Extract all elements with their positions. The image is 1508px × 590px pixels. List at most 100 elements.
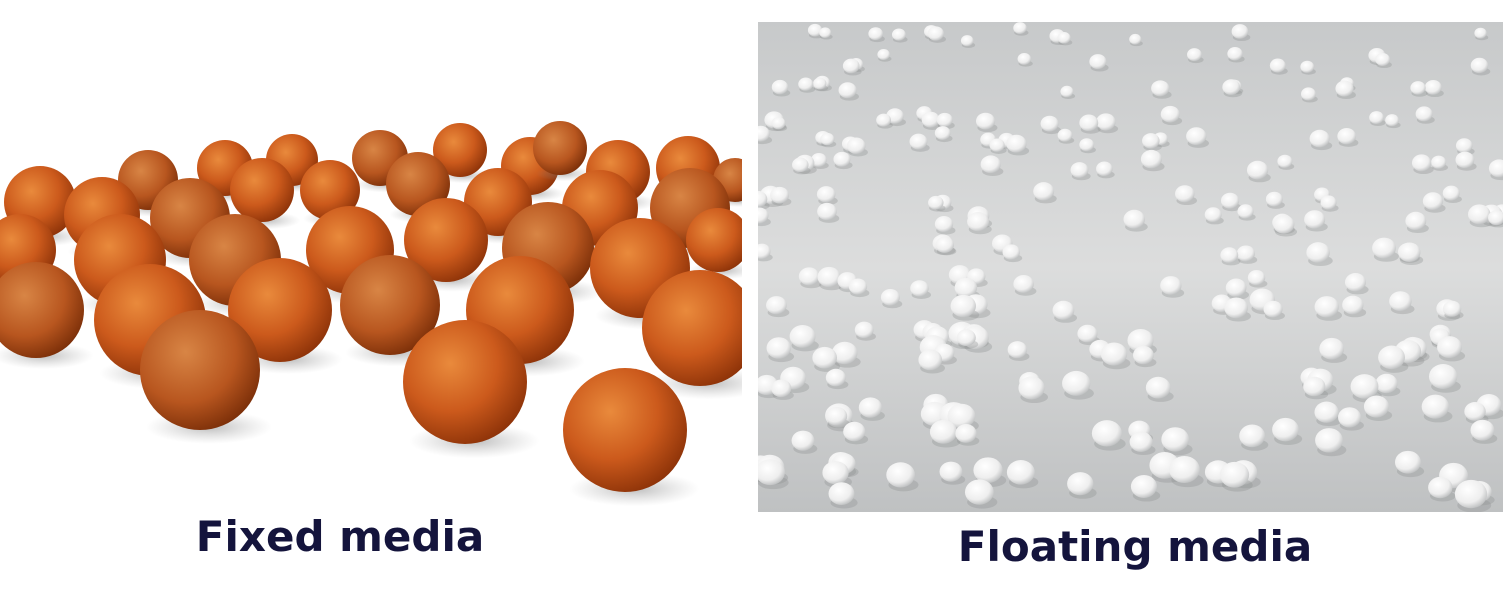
white-bead <box>1470 57 1489 74</box>
white-bead <box>771 79 789 95</box>
white-bead <box>1320 195 1337 210</box>
white-bead <box>1142 133 1160 149</box>
white-bead <box>817 202 837 221</box>
white-bead <box>848 278 868 295</box>
white-bead <box>1411 154 1432 172</box>
white-bead <box>1225 278 1247 297</box>
white-bead <box>1272 417 1299 442</box>
white-bead <box>1057 128 1073 142</box>
white-bead <box>1067 472 1094 496</box>
white-bead <box>1304 210 1326 229</box>
white-bead <box>1060 85 1074 98</box>
white-bead <box>1130 475 1157 498</box>
orange-ball <box>533 121 587 175</box>
white-bead <box>928 195 944 210</box>
white-bead <box>1246 160 1269 180</box>
white-bead <box>1175 185 1195 203</box>
white-bead <box>1052 300 1075 320</box>
white-bead <box>1236 245 1255 262</box>
white-bead <box>1488 210 1503 226</box>
floating-media-beads-illustration <box>758 22 1503 512</box>
white-bead <box>1424 79 1442 95</box>
white-bead <box>1231 24 1249 39</box>
white-bead <box>758 459 785 486</box>
white-bead <box>1096 113 1116 131</box>
white-bead <box>1040 115 1059 132</box>
white-bead <box>1464 401 1486 421</box>
white-bead <box>1002 244 1021 260</box>
white-bead <box>1018 376 1045 400</box>
white-bead <box>929 419 958 444</box>
white-bead <box>1100 342 1128 366</box>
white-bead <box>973 457 1003 484</box>
white-bead <box>955 424 977 443</box>
white-bead <box>1442 185 1460 201</box>
floating-media-caption: Floating media <box>957 522 1313 571</box>
white-bead <box>1013 22 1027 34</box>
white-bead <box>854 321 874 339</box>
white-bead <box>934 126 951 140</box>
white-bead <box>1442 300 1462 317</box>
white-bead <box>1468 204 1491 225</box>
white-bead <box>1474 27 1487 39</box>
white-bead <box>939 461 963 482</box>
white-bead <box>771 116 786 130</box>
white-bead <box>1421 394 1450 419</box>
white-bead <box>910 280 929 297</box>
white-bead <box>838 82 857 99</box>
white-bead <box>1169 455 1200 484</box>
white-bead <box>758 125 770 142</box>
white-bead <box>1415 106 1433 122</box>
white-bead <box>833 151 851 167</box>
orange-ball <box>404 198 488 282</box>
white-bead <box>1344 273 1366 292</box>
white-bead <box>1342 295 1364 315</box>
white-bead <box>766 296 787 315</box>
white-bead <box>1007 341 1028 359</box>
white-bead <box>1350 374 1379 399</box>
white-bead <box>1129 33 1142 45</box>
white-bead <box>1314 401 1339 423</box>
white-bead <box>1363 395 1390 418</box>
white-bead <box>877 49 890 61</box>
white-bead <box>1455 138 1473 153</box>
white-bead <box>880 288 900 306</box>
white-bead <box>1062 370 1091 396</box>
fixed-media-caption: Fixed media <box>195 512 485 561</box>
white-bead <box>1314 296 1339 318</box>
white-bead <box>1123 209 1146 229</box>
white-bead <box>1079 138 1095 152</box>
white-bead <box>798 77 814 91</box>
white-bead <box>792 157 809 173</box>
white-bead <box>1277 154 1293 168</box>
white-bead <box>1204 207 1222 223</box>
white-bead <box>771 379 792 398</box>
white-bead <box>1303 376 1326 397</box>
white-bead <box>1488 159 1503 178</box>
white-bead <box>1338 407 1362 428</box>
white-bead <box>1428 364 1458 389</box>
white-bead <box>1077 324 1098 343</box>
white-bead <box>1186 127 1207 146</box>
white-bead <box>1422 192 1444 211</box>
white-bead <box>1220 192 1240 209</box>
white-bead <box>828 482 855 505</box>
white-bead <box>798 267 820 286</box>
orange-ball <box>300 160 360 220</box>
white-bead <box>1315 428 1343 453</box>
white-bead <box>1160 276 1182 295</box>
white-bead <box>1057 32 1071 44</box>
white-bead <box>826 406 848 426</box>
white-bead <box>810 152 827 167</box>
white-bead <box>816 186 836 203</box>
white-bead <box>820 132 835 146</box>
white-bead <box>842 58 860 74</box>
white-bead <box>758 243 771 260</box>
white-bead <box>1160 105 1180 123</box>
white-bead <box>1006 134 1027 153</box>
white-bead <box>766 337 792 359</box>
white-bead <box>1265 191 1283 207</box>
orange-ball <box>563 368 687 492</box>
white-bead <box>791 430 815 451</box>
white-bead <box>1389 291 1412 312</box>
